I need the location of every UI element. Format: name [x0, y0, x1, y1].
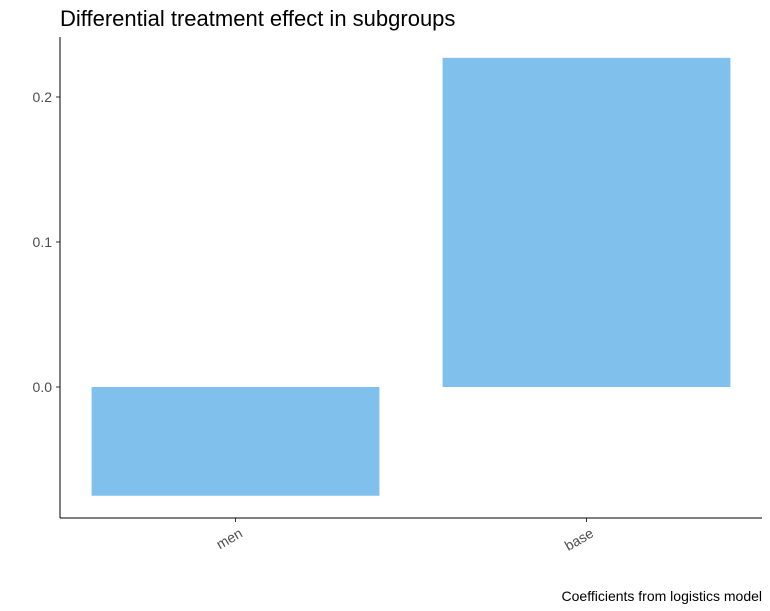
chart-title: Differential treatment effect in subgrou… — [60, 6, 455, 31]
x-tick-label-men: men — [213, 525, 245, 552]
x-tick-label-base: base — [562, 525, 596, 554]
chart-caption: Coefficients from logistics model — [562, 588, 762, 604]
bar-men — [91, 387, 380, 496]
bar-base — [442, 57, 731, 387]
y-tick-label-1: 0.1 — [33, 234, 53, 250]
y-tick-label-2: 0.2 — [33, 89, 53, 105]
plot-area: men base 0.0 0.1 0.2 — [33, 37, 762, 554]
y-tick-label-0: 0.0 — [33, 379, 53, 395]
